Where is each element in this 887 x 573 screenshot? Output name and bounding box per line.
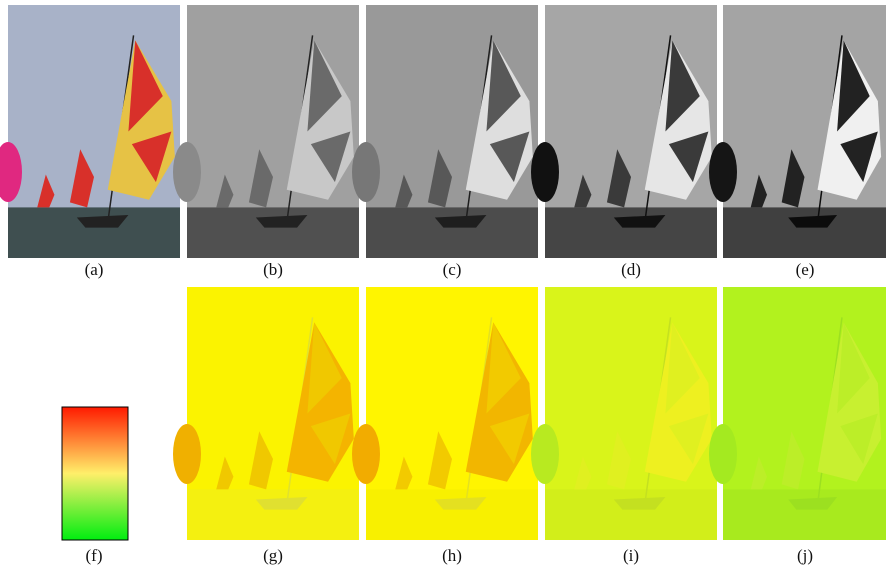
panel-image	[352, 287, 538, 540]
panel-label: (b)	[263, 260, 283, 279]
panel-label: (a)	[85, 260, 104, 279]
far-sail	[709, 424, 737, 484]
far-sail	[352, 142, 380, 202]
panel-label: (e)	[796, 260, 815, 279]
panel-image	[709, 287, 886, 540]
far-sail	[531, 424, 559, 484]
panel-image	[531, 5, 717, 258]
panel-label: (f)	[86, 546, 103, 565]
sea	[187, 207, 359, 258]
far-sail	[173, 142, 201, 202]
far-sail	[173, 424, 201, 484]
sea	[723, 207, 886, 258]
panel-image	[0, 5, 180, 258]
panel-label: (i)	[623, 546, 639, 565]
sea	[366, 207, 538, 258]
sea	[366, 489, 538, 540]
sea	[545, 489, 717, 540]
far-sail	[352, 424, 380, 484]
panel-label: (d)	[621, 260, 641, 279]
sea	[723, 489, 886, 540]
panel-image	[531, 287, 717, 540]
panel-label: (g)	[263, 546, 283, 565]
panel-image	[709, 5, 886, 258]
sea	[187, 489, 359, 540]
panel-label: (c)	[443, 260, 462, 279]
sea	[8, 207, 180, 258]
panel-label: (h)	[442, 546, 462, 565]
far-sail	[709, 142, 737, 202]
panel-image	[173, 287, 359, 540]
figure: (a) (b) (c) (d) (e) (f) (g) (h) (i) (j)	[0, 0, 887, 573]
panel-image	[352, 5, 538, 258]
sea	[545, 207, 717, 258]
panel-image	[173, 5, 359, 258]
far-sail	[531, 142, 559, 202]
colorbar	[62, 407, 128, 540]
panel-label: (j)	[797, 546, 813, 565]
